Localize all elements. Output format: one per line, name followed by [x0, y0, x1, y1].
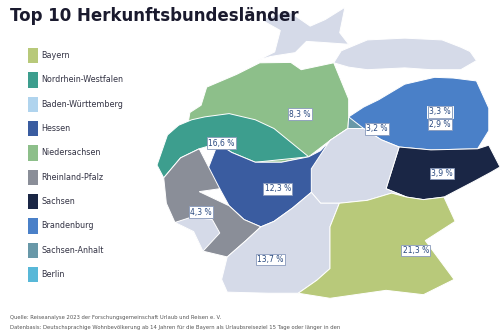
Text: Sachsen-Anhalt: Sachsen-Anhalt: [42, 246, 104, 255]
Polygon shape: [427, 106, 452, 118]
FancyBboxPatch shape: [28, 145, 38, 161]
Polygon shape: [334, 38, 476, 70]
Polygon shape: [386, 145, 500, 199]
Text: 3,9 %: 3,9 %: [432, 169, 453, 178]
Text: Hessen: Hessen: [42, 124, 70, 133]
Text: 3,2 %: 3,2 %: [366, 124, 388, 133]
Text: Top 10 Herkunftsbundesländer: Top 10 Herkunftsbundesländer: [10, 7, 298, 25]
Polygon shape: [157, 114, 308, 178]
Polygon shape: [164, 149, 261, 257]
FancyBboxPatch shape: [28, 48, 38, 63]
Text: 21,3 %: 21,3 %: [403, 246, 429, 255]
Text: Berlin: Berlin: [42, 270, 65, 279]
Polygon shape: [330, 84, 410, 147]
FancyBboxPatch shape: [28, 243, 38, 258]
Polygon shape: [260, 82, 274, 94]
Text: Rheinland-Pfalz: Rheinland-Pfalz: [42, 173, 104, 182]
Text: Datenbasis: Deutschsprachige Wohnbevölkerung ab 14 Jahren für die Bayern als Url: Datenbasis: Deutschsprachige Wohnbevölke…: [10, 325, 340, 330]
Polygon shape: [175, 217, 220, 251]
FancyBboxPatch shape: [28, 267, 38, 282]
Polygon shape: [298, 193, 455, 298]
Text: 16,6 %: 16,6 %: [208, 139, 235, 148]
Text: 2,9 %: 2,9 %: [430, 120, 451, 129]
Polygon shape: [222, 192, 340, 293]
Text: Niedersachsen: Niedersachsen: [42, 149, 101, 158]
FancyBboxPatch shape: [28, 218, 38, 234]
Polygon shape: [186, 62, 348, 162]
Text: 8,3 %: 8,3 %: [290, 110, 311, 119]
FancyBboxPatch shape: [28, 169, 38, 185]
Text: Quelle: Reiseanalyse 2023 der Forschungsgemeinschaft Urlaub und Reisen e. V.: Quelle: Reiseanalyse 2023 der Forschungs…: [10, 315, 221, 320]
Polygon shape: [258, 7, 348, 60]
Polygon shape: [312, 129, 406, 203]
Text: Sachsen: Sachsen: [42, 197, 75, 206]
Text: 13,7 %: 13,7 %: [257, 255, 283, 264]
FancyBboxPatch shape: [28, 194, 38, 209]
Text: Nordrhein-Westfalen: Nordrhein-Westfalen: [42, 76, 123, 85]
Text: Bayern: Bayern: [42, 51, 70, 60]
Text: Brandenburg: Brandenburg: [42, 221, 94, 230]
Text: 12,3 %: 12,3 %: [264, 184, 291, 193]
Polygon shape: [348, 77, 489, 150]
FancyBboxPatch shape: [28, 97, 38, 112]
FancyBboxPatch shape: [28, 121, 38, 136]
FancyBboxPatch shape: [28, 72, 38, 88]
Text: Baden-Württemberg: Baden-Württemberg: [42, 100, 123, 109]
Polygon shape: [199, 141, 330, 227]
Text: 3,3 %: 3,3 %: [430, 107, 451, 116]
Text: 4,3 %: 4,3 %: [190, 208, 212, 217]
Polygon shape: [301, 67, 324, 80]
